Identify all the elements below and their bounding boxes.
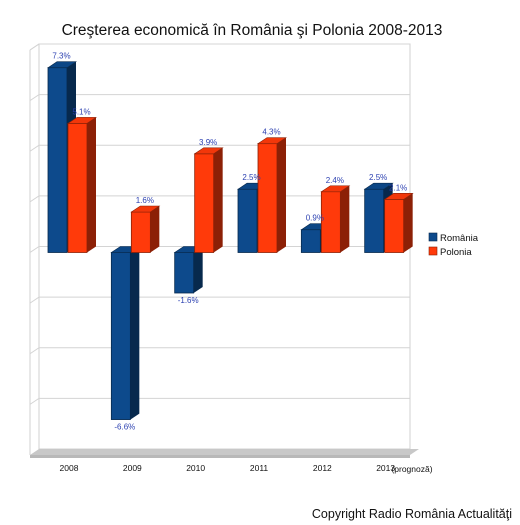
data-label-romnia-2008: 7.3%: [52, 52, 70, 61]
data-label-polonia-2013: 2.1%: [389, 183, 407, 192]
data-label-polonia-2008: 5.1%: [72, 107, 90, 116]
x-tick-2008: 2008: [60, 463, 79, 473]
gridline: [29, 246, 410, 253]
bar-polonia-2010: [193, 147, 224, 253]
legend-item-polonia: Polonia: [428, 246, 472, 258]
x-tick-note: (prognoză): [391, 464, 432, 474]
floor-edge: [30, 455, 410, 458]
data-label-polonia-2009: 1.6%: [136, 196, 154, 205]
x-tick-2011: 2011: [250, 463, 269, 473]
legend-item-romnia: România: [428, 232, 479, 244]
data-label-polonia-2012: 2.4%: [326, 176, 344, 185]
data-label-romnia-2011: 2.5%: [242, 173, 260, 182]
data-label-romnia-2009: -6.6%: [114, 423, 135, 432]
gridline: [29, 94, 410, 102]
bar-romnia-2010: [173, 246, 204, 294]
svg-text:Polonia: Polonia: [440, 247, 472, 258]
data-labels: 7.3% 5.1% -6.6% 1.6% -1.6% 3.9% 2.5% 4.3% 0.9% 2.…: [52, 52, 407, 432]
bar-romnia-2009: [110, 246, 141, 420]
data-label-polonia-2011: 4.3%: [262, 128, 280, 137]
x-tick-2013: 2013: [376, 463, 395, 473]
gridline: [29, 397, 410, 405]
x-tick-2009: 2009: [123, 463, 142, 473]
gridline: [29, 195, 410, 203]
data-label-polonia-2010: 3.9%: [199, 138, 217, 147]
bar-polonia-2008: [67, 117, 97, 253]
data-label-romnia-2013: 2.5%: [369, 173, 387, 182]
gridline: [29, 43, 410, 51]
gridlines: [29, 43, 410, 405]
bar-polonia-2013: [383, 193, 414, 253]
chart-title: Creşterea economică în România şi Poloni…: [62, 22, 443, 39]
gridline: [29, 347, 410, 355]
floor: [30, 449, 419, 455]
data-label-romnia-2010: -1.6%: [178, 296, 199, 305]
bar-polonia-2011: [257, 137, 287, 253]
gridline: [29, 144, 410, 152]
gridline: [29, 296, 410, 304]
x-tick-2012: 2012: [313, 463, 332, 473]
svg-text:România: România: [440, 233, 479, 244]
bars: [47, 61, 414, 420]
copyright-text: Copyright Radio România Actualităţi: [311, 507, 512, 521]
bar-polonia-2012: [320, 185, 351, 253]
x-tick-2010: 2010: [186, 463, 205, 473]
x-axis-ticks: 2008 2009 2010 2011 2012 2013(prognoză): [60, 463, 433, 474]
bar-polonia-2009: [130, 205, 161, 253]
legend: România Polonia: [428, 232, 479, 258]
data-label-romnia-2012: 0.9%: [306, 214, 324, 223]
